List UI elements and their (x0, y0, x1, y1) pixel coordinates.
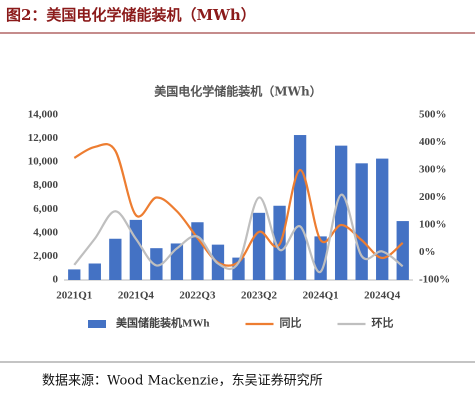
y2-tick-label: 500% (419, 109, 447, 121)
figure-title: 图2：美国电化学储能装机（MWh） (6, 6, 256, 24)
bar (252, 212, 266, 280)
legend-label: 美国储能装机MWh (116, 316, 210, 330)
y-tick-label: 2,000 (33, 250, 58, 262)
x-tick-label: 2021Q1 (56, 290, 92, 302)
source: 数据来源：Wood Mackenzie，东吴证券研究所 (42, 373, 323, 389)
bar (376, 158, 389, 280)
line (73, 143, 404, 267)
legend-label: 环比 (372, 316, 394, 330)
y2-tick-label: 300% (419, 164, 447, 176)
x-tick-label: 2022Q3 (179, 290, 216, 302)
y-tick-label: 0 (53, 274, 59, 286)
y2-tick-label: -100% (419, 274, 450, 286)
chart-title: 美国电化学储能装机（MWh） (154, 84, 322, 99)
y-tick-label: 10,000 (28, 156, 59, 168)
bar (88, 263, 101, 280)
y2-tick-label: 200% (419, 191, 447, 203)
x-tick-label: 2024Q4 (364, 290, 401, 302)
y2-tick-label: 400% (419, 136, 447, 148)
y2-tick-label: 100% (419, 219, 447, 231)
x-tick-label: 2021Q4 (118, 290, 155, 302)
bar (334, 145, 348, 280)
y2-tick-label: 0% (419, 246, 436, 258)
bar (293, 135, 307, 280)
y-tick-label: 4,000 (33, 226, 58, 238)
y-tick-label: 8,000 (33, 179, 58, 191)
legend-swatch (88, 320, 106, 328)
y-tick-label: 6,000 (33, 203, 58, 215)
x-tick-label: 2024Q1 (303, 290, 339, 302)
y-tick-label: 14,000 (28, 109, 59, 121)
bar (109, 238, 122, 280)
x-tick-label: 2023Q2 (241, 290, 278, 302)
line (73, 193, 404, 273)
bar (68, 269, 81, 280)
bar (150, 248, 163, 280)
legend-label: 同比 (280, 316, 302, 330)
bar (396, 221, 409, 280)
y-tick-label: 12,000 (28, 132, 59, 144)
bar (129, 219, 143, 280)
bar (355, 163, 368, 280)
